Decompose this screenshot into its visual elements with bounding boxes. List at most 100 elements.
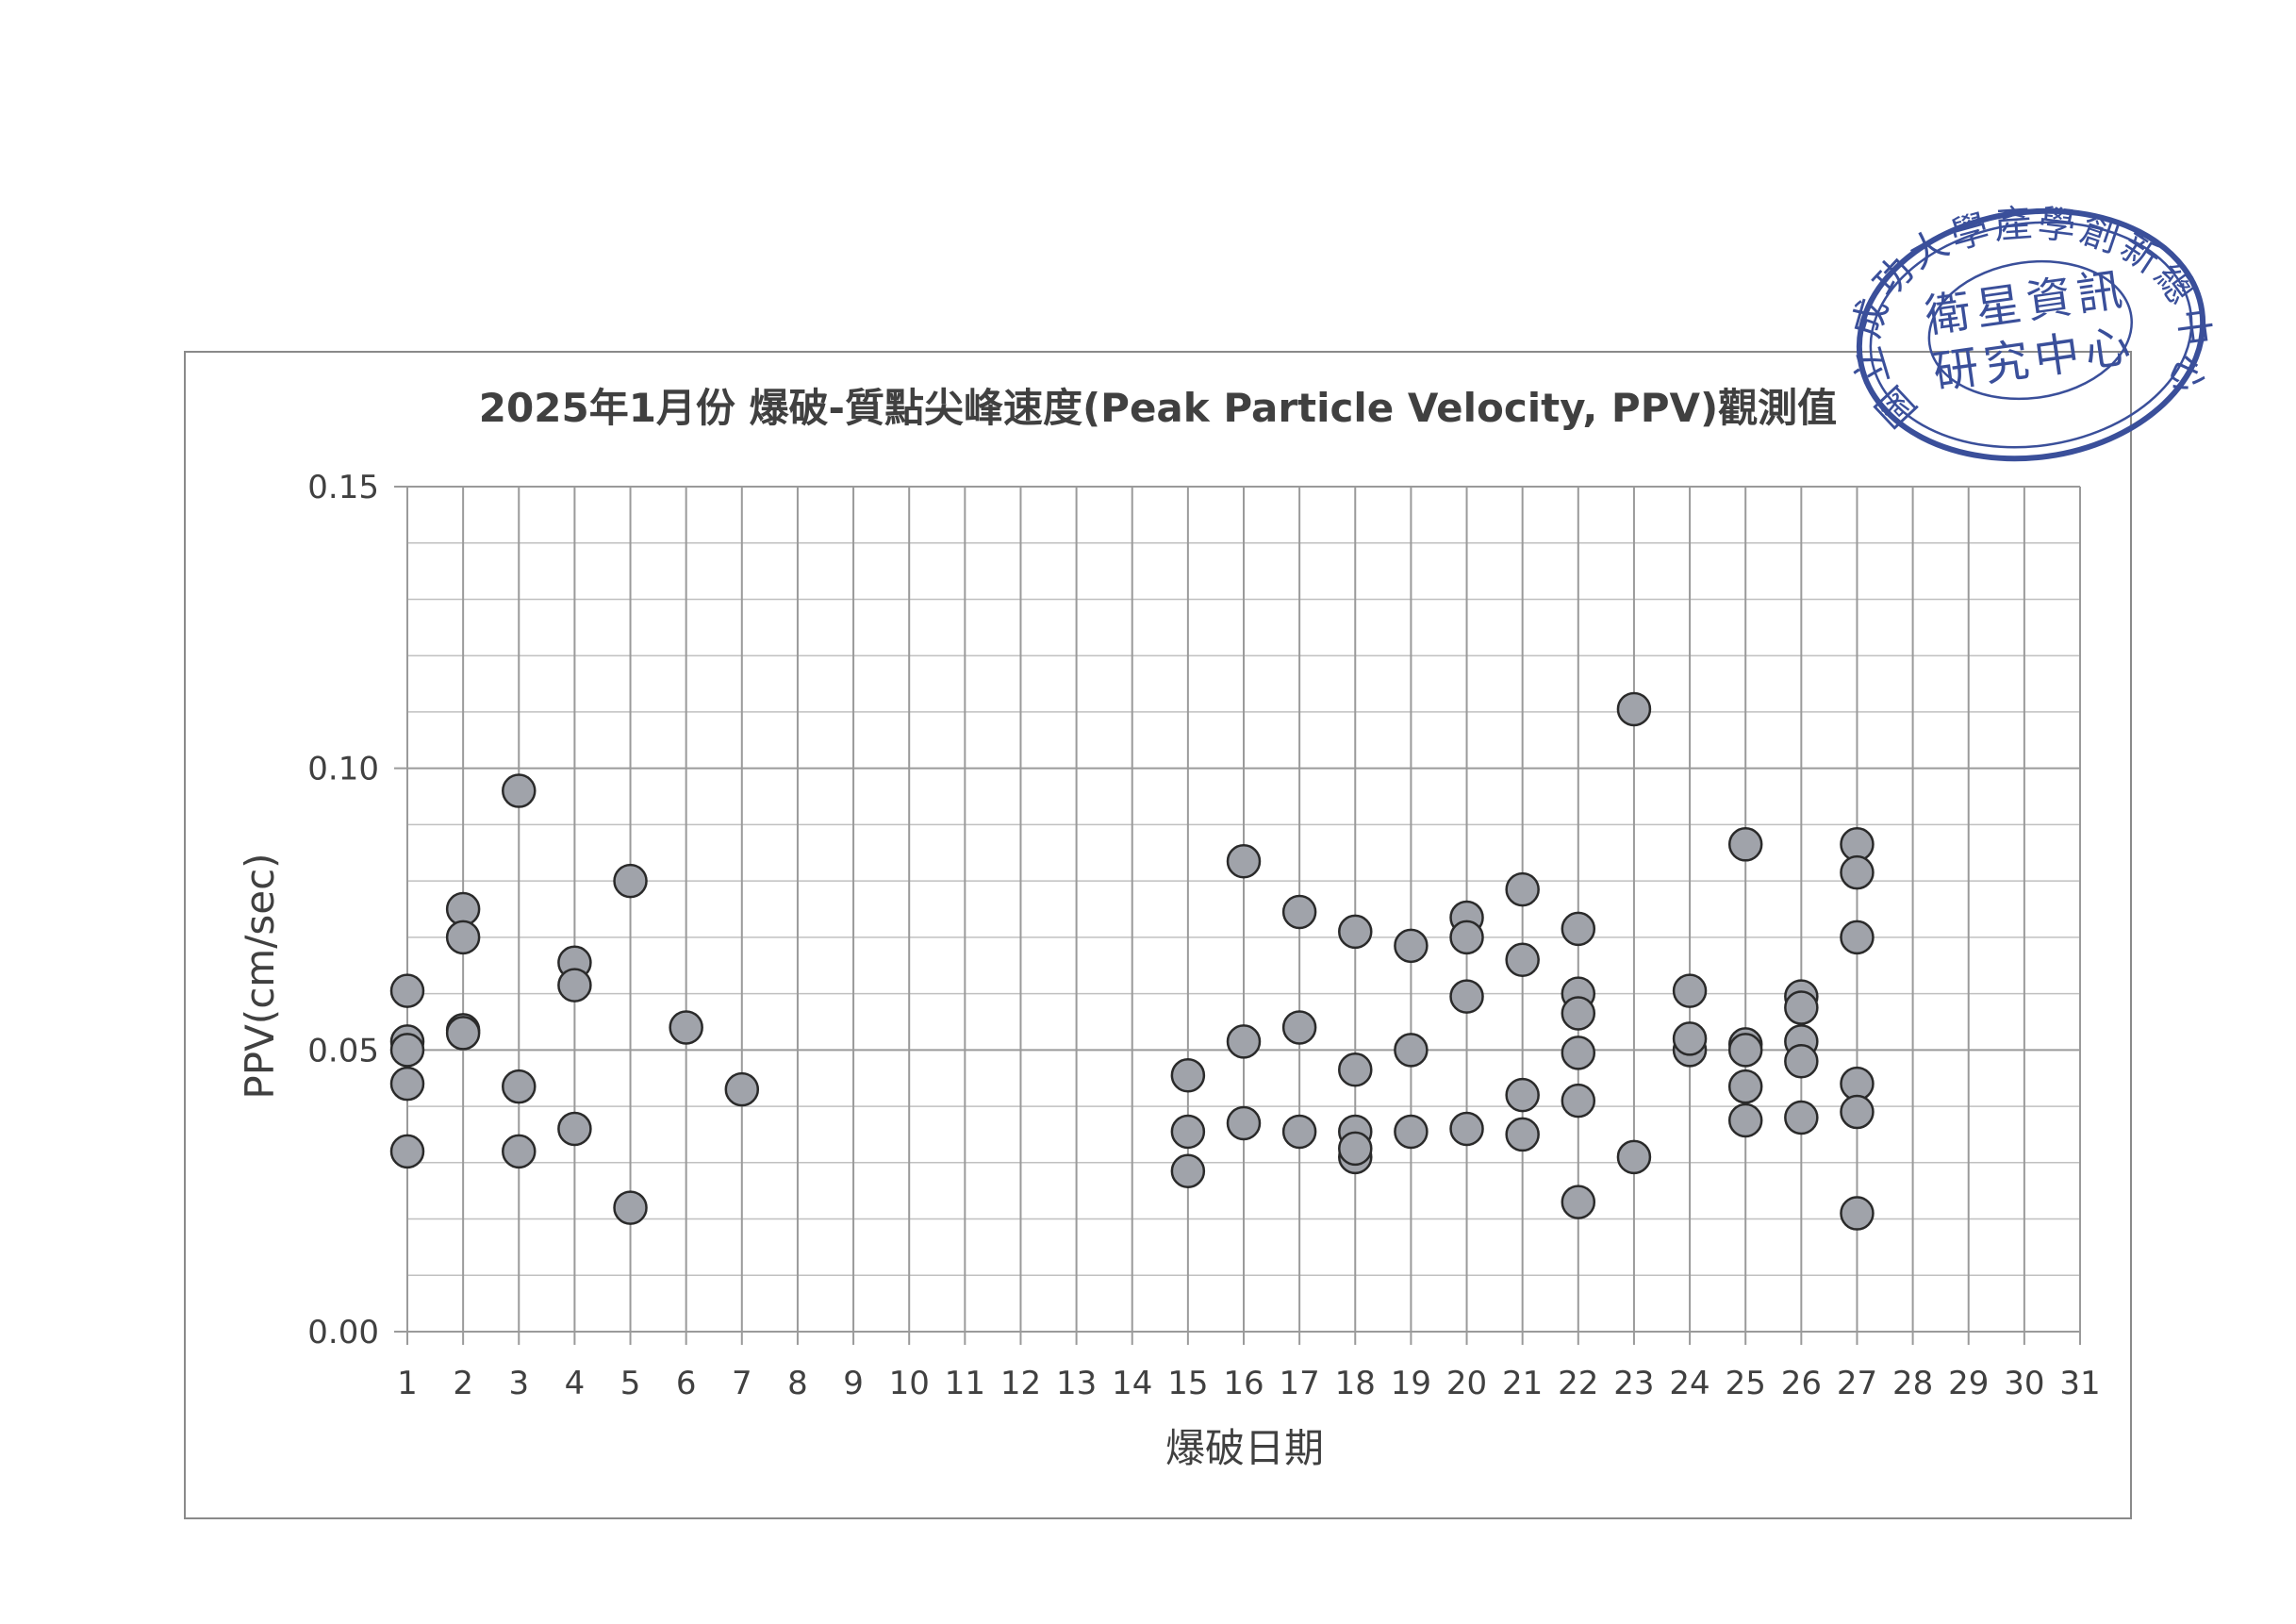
x-tick-label: 15 — [1167, 1365, 1208, 1402]
data-point — [1561, 996, 1596, 1031]
data-point — [1338, 914, 1373, 950]
data-point — [1170, 1057, 1206, 1093]
x-tick-label: 17 — [1280, 1365, 1320, 1402]
data-point — [1505, 942, 1540, 978]
data-point — [1226, 843, 1262, 879]
data-point — [1727, 1069, 1763, 1104]
data-point — [1561, 1083, 1596, 1119]
data-point — [1672, 973, 1708, 1008]
x-tick-label: 6 — [676, 1365, 697, 1402]
data-point — [1784, 1100, 1819, 1135]
x-tick-label: 25 — [1726, 1365, 1766, 1402]
x-tick-label: 26 — [1781, 1365, 1822, 1402]
y-tick-label: 0.00 — [307, 1314, 379, 1351]
data-point — [389, 973, 425, 1008]
x-tick-label: 23 — [1613, 1365, 1654, 1402]
data-point — [1170, 1153, 1206, 1189]
data-point — [1505, 871, 1540, 907]
x-tick-label: 11 — [945, 1365, 985, 1402]
data-point — [1338, 1052, 1373, 1087]
data-point — [1281, 1010, 1317, 1045]
x-tick-labels: 1 2 3 4 5 6 7 8 9 10 11 12 13 14 15 16 17 18 19 20 21 22 23 24 2… — [397, 1365, 2100, 1402]
data-point — [1170, 1114, 1206, 1150]
data-point — [502, 1069, 537, 1104]
data-point — [1727, 1033, 1763, 1068]
x-tick-label: 21 — [1502, 1365, 1543, 1402]
data-point — [1616, 691, 1652, 727]
chart-frame — [184, 351, 2132, 1519]
x-tick-label: 22 — [1558, 1365, 1598, 1402]
chart-title: 2025年1月份 爆破-質點尖峰速度(Peak Particle Velocit… — [479, 385, 1837, 431]
data-point — [1561, 1036, 1596, 1070]
x-tick-label: 14 — [1112, 1365, 1152, 1402]
x-axis-title: 爆破日期 — [1165, 1425, 1324, 1471]
x-tick-label: 8 — [787, 1365, 808, 1402]
x-tick-label: 7 — [732, 1365, 752, 1402]
data-point — [389, 1134, 425, 1169]
x-tick-label: 5 — [620, 1365, 641, 1402]
data-point — [1449, 979, 1484, 1014]
data-point — [1840, 1094, 1875, 1130]
x-tick-label: 1 — [397, 1365, 418, 1402]
data-point — [1394, 1033, 1429, 1068]
data-point — [1672, 1021, 1708, 1056]
data-point — [502, 1134, 537, 1169]
x-tick-label: 2 — [453, 1365, 473, 1402]
data-point — [669, 1010, 703, 1045]
x-tick-label: 12 — [1000, 1365, 1041, 1402]
data-point — [1281, 1114, 1317, 1150]
data-point — [1394, 928, 1429, 964]
x-tick-label: 30 — [2004, 1365, 2044, 1402]
data-point — [1561, 911, 1596, 947]
data-point — [1784, 990, 1819, 1025]
data-point — [1727, 827, 1763, 862]
data-point — [1449, 920, 1484, 955]
x-tick-label: 27 — [1837, 1365, 1877, 1402]
y-tick-label: 0.15 — [307, 469, 379, 506]
data-point — [1561, 1185, 1596, 1219]
x-tick-label: 29 — [1948, 1365, 1989, 1402]
data-point — [1338, 1131, 1373, 1167]
data-point — [1727, 1102, 1763, 1138]
x-tick-label: 16 — [1223, 1365, 1264, 1402]
x-tick-label: 3 — [508, 1365, 529, 1402]
data-point — [1840, 920, 1875, 955]
y-axis-title: PPV(cm/sec) — [237, 853, 283, 1099]
data-point — [1449, 1111, 1484, 1147]
y-tick-label: 0.10 — [307, 751, 379, 788]
x-tick-label: 31 — [2059, 1365, 2100, 1402]
x-tick-label: 4 — [565, 1365, 586, 1402]
data-point — [445, 1016, 481, 1051]
x-tick-label: 19 — [1391, 1365, 1431, 1402]
data-point — [1840, 854, 1875, 890]
y-tick-labels: 0.00 0.05 0.10 0.15 — [307, 469, 379, 1351]
data-point — [1505, 1117, 1540, 1152]
data-point — [389, 1033, 425, 1068]
data-point — [1784, 1044, 1819, 1079]
data-point — [1505, 1077, 1540, 1113]
x-tick-label: 24 — [1669, 1365, 1710, 1402]
data-points — [389, 691, 1875, 1231]
data-point — [389, 1066, 425, 1102]
x-tick-label: 20 — [1446, 1365, 1487, 1402]
data-point — [1616, 1139, 1652, 1175]
data-point — [557, 1111, 592, 1147]
data-point — [1281, 894, 1317, 930]
data-point — [613, 1190, 648, 1225]
data-point — [1840, 1196, 1875, 1231]
data-point — [1226, 1024, 1262, 1059]
x-tick-label: 10 — [889, 1365, 930, 1402]
data-point — [1394, 1114, 1429, 1150]
data-point — [445, 920, 481, 955]
x-tick-label: 18 — [1335, 1365, 1376, 1402]
y-tick-label: 0.05 — [307, 1032, 379, 1069]
data-point — [502, 773, 537, 808]
x-tick-label: 13 — [1056, 1365, 1097, 1402]
data-point — [724, 1071, 760, 1107]
data-point — [1226, 1105, 1262, 1141]
data-point — [613, 863, 648, 899]
x-tick-label: 28 — [1892, 1365, 1933, 1402]
x-tick-label: 9 — [843, 1365, 864, 1402]
data-point — [557, 968, 592, 1003]
